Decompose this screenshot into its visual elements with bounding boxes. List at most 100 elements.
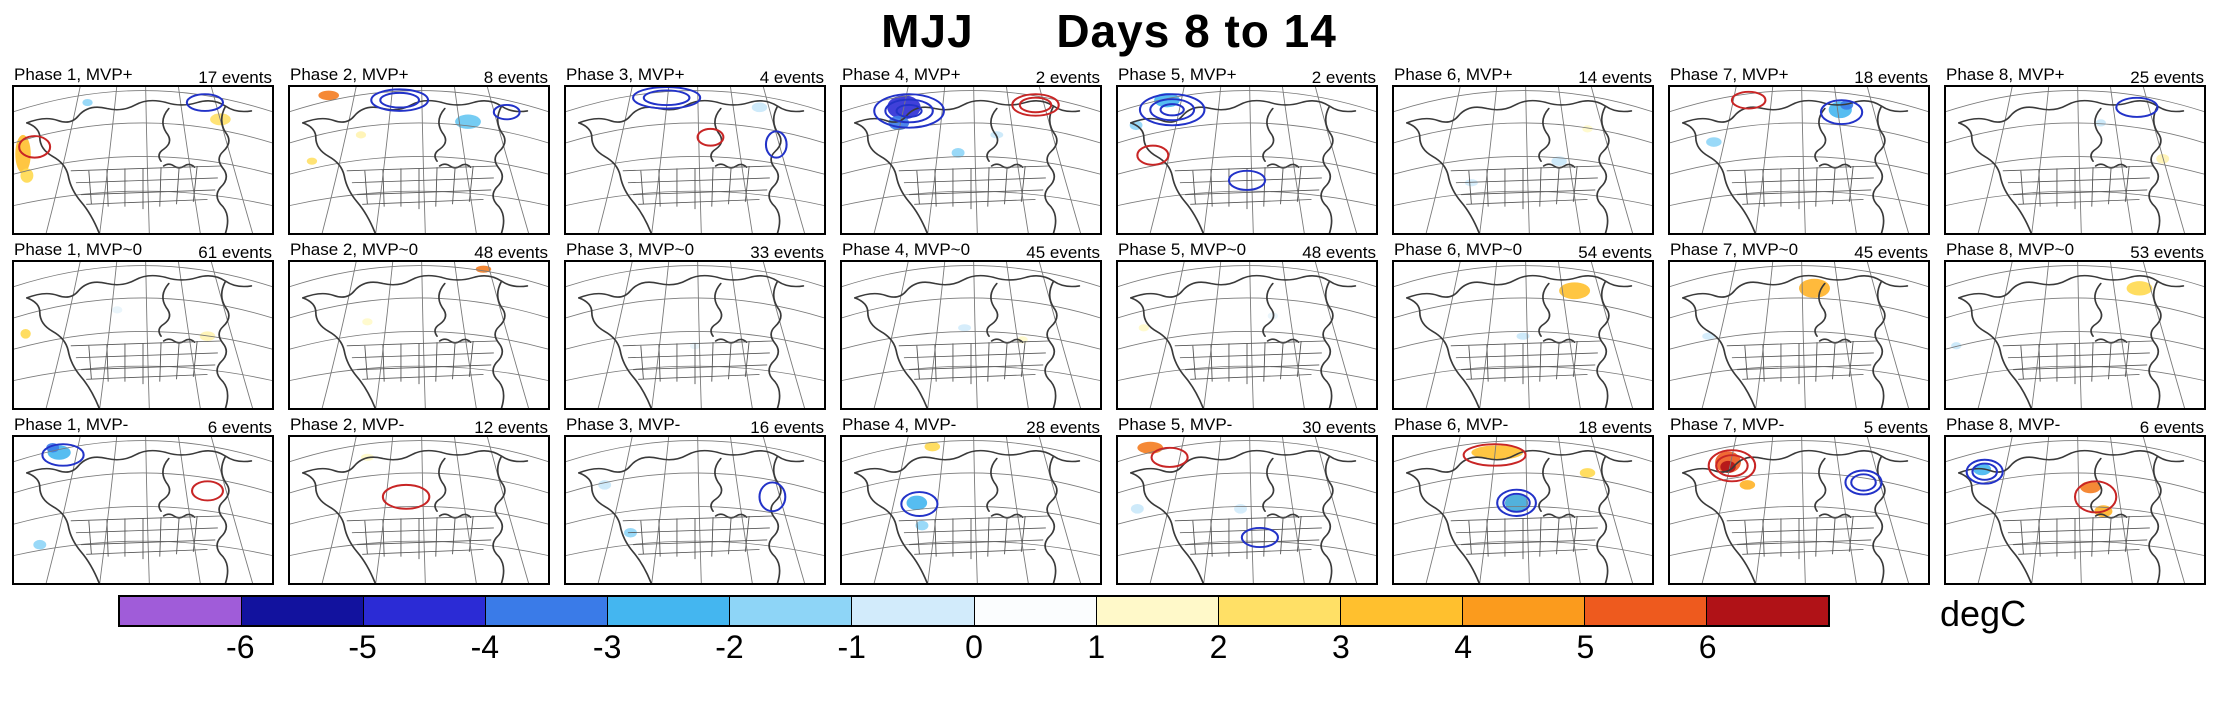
coastline bbox=[302, 449, 529, 583]
colorbar-tick-label: -3 bbox=[592, 629, 622, 665]
anomaly-contour bbox=[1730, 90, 1767, 110]
panel-event-count: 53 events bbox=[2130, 243, 2204, 262]
anomaly-fill bbox=[1579, 468, 1596, 478]
panel-title: Phase 5, MVP- bbox=[1118, 415, 1233, 434]
anomaly-contour bbox=[1819, 99, 1864, 126]
map-canvas bbox=[1392, 435, 1654, 585]
panel-header: Phase 5, MVP- 30 events bbox=[1116, 414, 1378, 437]
anomaly-fill bbox=[362, 318, 373, 326]
anomaly-fill bbox=[1702, 332, 1716, 340]
anomaly-contour bbox=[1502, 492, 1531, 513]
anomaly-contour-layer bbox=[381, 483, 431, 510]
state-borders bbox=[622, 165, 773, 210]
anomaly-fill-layer bbox=[598, 480, 637, 538]
coastline bbox=[302, 99, 529, 233]
map-panel: Phase 3, MVP~0 33 events bbox=[564, 239, 826, 410]
panel-header: Phase 6, MVP+ 14 events bbox=[1392, 64, 1654, 87]
anomaly-contour bbox=[758, 481, 787, 513]
map-panel: Phase 1, MVP+ 17 events bbox=[12, 64, 274, 235]
colorbar-segment bbox=[242, 597, 365, 625]
map-canvas bbox=[1944, 435, 2206, 585]
anomaly-contour bbox=[884, 98, 934, 124]
colorbar-segment bbox=[730, 597, 853, 625]
anomaly-contour bbox=[41, 443, 85, 467]
panel-header: Phase 1, MVP~0 61 events bbox=[12, 239, 274, 262]
anomaly-fill-layer bbox=[1702, 278, 1830, 340]
map-panel: Phase 3, MVP+ 4 events bbox=[564, 64, 826, 235]
map-canvas bbox=[1668, 435, 1930, 585]
panel-header: Phase 8, MVP+ 25 events bbox=[1944, 64, 2206, 87]
anomaly-contour-layer bbox=[1707, 449, 1883, 496]
anomaly-contour bbox=[370, 88, 430, 112]
anomaly-contour bbox=[1138, 93, 1206, 127]
panel-event-count: 6 events bbox=[207, 418, 272, 437]
map-canvas bbox=[1392, 260, 1654, 410]
map-panel: Phase 8, MVP- 6 events bbox=[1944, 414, 2206, 585]
state-borders bbox=[1174, 165, 1325, 210]
anomaly-contour bbox=[1011, 93, 1060, 117]
map-canvas bbox=[1944, 260, 2206, 410]
coastline bbox=[302, 274, 529, 408]
panel-title: Phase 3, MVP~0 bbox=[566, 240, 695, 259]
panel-title: Phase 2, MVP- bbox=[290, 415, 405, 434]
panel-title: Phase 2, MVP+ bbox=[290, 65, 409, 84]
state-borders bbox=[1726, 340, 1877, 385]
anomaly-contour bbox=[1707, 449, 1757, 483]
colorbar-segment bbox=[1096, 597, 1219, 625]
panel-title: Phase 6, MVP- bbox=[1394, 415, 1509, 434]
panel-event-count: 16 events bbox=[750, 418, 824, 437]
colorbar-segment bbox=[1584, 597, 1708, 625]
coastline bbox=[1682, 274, 1909, 408]
coastline bbox=[1682, 449, 1909, 583]
anomaly-fill bbox=[1471, 445, 1523, 460]
colorbar bbox=[118, 595, 1830, 627]
anomaly-contour-layer bbox=[1136, 93, 1267, 191]
anomaly-fill bbox=[1138, 324, 1149, 332]
panel-event-count: 61 events bbox=[198, 243, 272, 262]
anomaly-fill bbox=[112, 306, 123, 314]
anomaly-contour bbox=[642, 89, 691, 107]
map-canvas bbox=[1392, 85, 1654, 235]
graticule-lines bbox=[566, 87, 824, 233]
anomaly-contour bbox=[1150, 446, 1189, 468]
anomaly-fill bbox=[915, 520, 929, 531]
map-panel: Phase 5, MVP- 30 events bbox=[1116, 414, 1378, 585]
anomaly-fill-layer bbox=[1951, 281, 2153, 350]
graticule-lines bbox=[14, 262, 272, 408]
anomaly-fill-layer bbox=[1471, 445, 1596, 512]
anomaly-contour bbox=[764, 130, 788, 159]
anomaly-contour bbox=[1240, 526, 1279, 549]
anomaly-fill bbox=[2095, 119, 2106, 127]
anomaly-contour-layer bbox=[900, 491, 939, 517]
graticule-lines bbox=[1118, 87, 1376, 233]
graticule-lines bbox=[14, 437, 272, 583]
panel-grid: Phase 1, MVP+ 17 events bbox=[0, 64, 2218, 585]
coastline bbox=[26, 449, 253, 583]
anomaly-contour bbox=[895, 103, 923, 118]
anomaly-contour bbox=[190, 480, 225, 502]
map-panel: Phase 7, MVP~0 45 events bbox=[1668, 239, 1930, 410]
panel-title: Phase 5, MVP~0 bbox=[1118, 240, 1247, 259]
panel-header: Phase 3, MVP- 16 events bbox=[564, 414, 826, 437]
panel-header: Phase 7, MVP~0 45 events bbox=[1668, 239, 1930, 262]
coastline bbox=[1406, 449, 1633, 583]
anomaly-contour-layer bbox=[873, 93, 1060, 129]
map-panel: Phase 7, MVP+ 18 events bbox=[1668, 64, 1930, 235]
anomaly-fill bbox=[82, 98, 93, 107]
panel-event-count: 8 events bbox=[483, 68, 548, 87]
anomaly-fill bbox=[598, 480, 612, 490]
panel-header: Phase 4, MVP~0 45 events bbox=[840, 239, 1102, 262]
anomaly-contour bbox=[1971, 462, 1998, 481]
state-borders bbox=[70, 340, 221, 385]
coastline bbox=[578, 274, 805, 408]
map-canvas bbox=[564, 85, 826, 235]
panel-header: Phase 4, MVP+ 2 events bbox=[840, 64, 1102, 87]
anomaly-contour bbox=[1149, 98, 1196, 122]
panel-title: Phase 1, MVP~0 bbox=[14, 240, 143, 259]
anomaly-fill-layer bbox=[306, 90, 481, 165]
panel-header: Phase 5, MVP+ 2 events bbox=[1116, 64, 1378, 87]
panel-title: Phase 8, MVP~0 bbox=[1946, 240, 2075, 259]
colorbar-tick-row: -6 -5 -4 -3 -2 -1 0 1 2 3 4 5 6 bbox=[118, 627, 1830, 669]
anomaly-fill bbox=[1582, 125, 1593, 133]
panel-event-count: 2 events bbox=[1035, 68, 1100, 87]
